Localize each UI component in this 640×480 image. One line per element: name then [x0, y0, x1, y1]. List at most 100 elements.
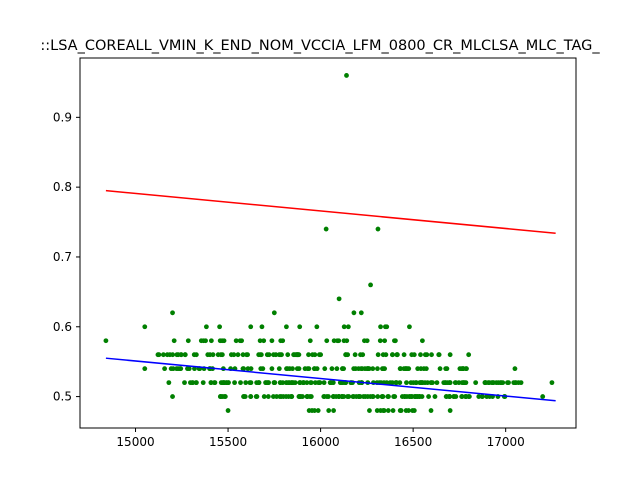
data-point	[378, 324, 383, 330]
data-point	[308, 380, 314, 386]
data-point	[351, 310, 357, 316]
data-point	[307, 338, 313, 344]
data-point	[232, 380, 237, 386]
data-point	[362, 338, 367, 344]
data-point	[265, 394, 271, 399]
data-point	[404, 380, 409, 386]
data-point	[339, 380, 345, 386]
data-point	[377, 338, 383, 344]
data-point	[316, 380, 321, 386]
data-point	[142, 366, 148, 372]
data-point	[168, 366, 174, 372]
data-point	[407, 324, 412, 330]
data-point	[192, 366, 197, 372]
data-point	[326, 408, 332, 413]
data-point	[203, 338, 208, 344]
data-point	[370, 366, 376, 372]
data-point	[358, 352, 363, 358]
data-point	[297, 324, 303, 330]
data-point	[323, 226, 329, 232]
data-point	[304, 394, 310, 399]
y-tick-label: 0.7	[53, 250, 72, 264]
data-point	[459, 394, 465, 399]
data-point	[162, 366, 168, 372]
data-point	[208, 380, 214, 386]
x-tick-label: 16000	[302, 435, 340, 449]
data-point	[466, 352, 472, 358]
data-point	[380, 408, 386, 413]
data-point	[341, 338, 347, 344]
data-point	[420, 380, 426, 386]
data-point	[289, 394, 295, 399]
data-point	[404, 394, 410, 399]
data-point	[170, 310, 175, 316]
data-point	[334, 366, 340, 372]
data-point	[382, 338, 388, 344]
data-point	[271, 310, 277, 316]
data-point	[384, 380, 390, 386]
x-tick-label: 16500	[394, 435, 432, 449]
data-point	[257, 338, 263, 344]
data-point	[456, 380, 462, 386]
data-point	[452, 380, 458, 386]
data-point	[324, 338, 330, 344]
data-point	[423, 366, 429, 372]
upper-limit-line	[105, 189, 556, 234]
data-point	[425, 380, 430, 386]
data-point	[429, 380, 434, 386]
data-point	[166, 380, 172, 386]
data-point	[241, 366, 247, 372]
chart-title: ::LSA_COREALL_VMIN_K_END_NOM_VCCIA_LFM_0…	[40, 38, 600, 54]
data-point	[447, 352, 453, 358]
data-point	[512, 366, 518, 372]
data-point	[103, 338, 109, 344]
data-point	[314, 324, 320, 330]
data-point	[256, 380, 262, 386]
data-point	[419, 394, 425, 399]
data-point	[241, 394, 247, 399]
data-point	[245, 366, 251, 372]
data-point	[170, 394, 175, 399]
x-tick-label: 15500	[209, 435, 247, 449]
data-point	[344, 73, 349, 78]
data-point	[418, 366, 424, 372]
data-point	[233, 338, 239, 344]
data-point	[269, 338, 275, 344]
data-point	[231, 352, 237, 358]
data-point	[248, 394, 254, 399]
data-point	[207, 352, 213, 358]
data-point	[258, 352, 264, 358]
data-point	[170, 352, 176, 358]
data-point	[284, 324, 289, 330]
data-point	[261, 338, 267, 344]
data-point	[164, 352, 170, 358]
data-point	[367, 408, 372, 413]
data-point	[392, 338, 397, 344]
data-point	[245, 352, 250, 358]
data-point	[476, 394, 482, 399]
data-point	[460, 366, 466, 372]
y-tick-label: 0.6	[53, 320, 72, 334]
data-point	[248, 324, 254, 330]
data-point	[413, 380, 419, 386]
data-point	[156, 352, 162, 358]
data-point	[188, 380, 193, 386]
data-point	[312, 408, 317, 413]
data-point	[390, 408, 396, 413]
data-point	[331, 338, 337, 344]
data-point	[500, 380, 506, 386]
data-point	[287, 366, 293, 372]
data-point	[265, 380, 271, 386]
data-point	[312, 366, 318, 372]
data-point	[424, 352, 430, 358]
data-point	[291, 352, 297, 358]
data-point	[353, 366, 358, 372]
data-point	[200, 380, 206, 386]
data-point	[321, 380, 327, 386]
data-point	[247, 380, 253, 386]
data-point	[203, 324, 209, 330]
y-tick-label: 0.9	[53, 110, 72, 124]
data-point	[279, 352, 284, 358]
data-point	[389, 380, 395, 386]
